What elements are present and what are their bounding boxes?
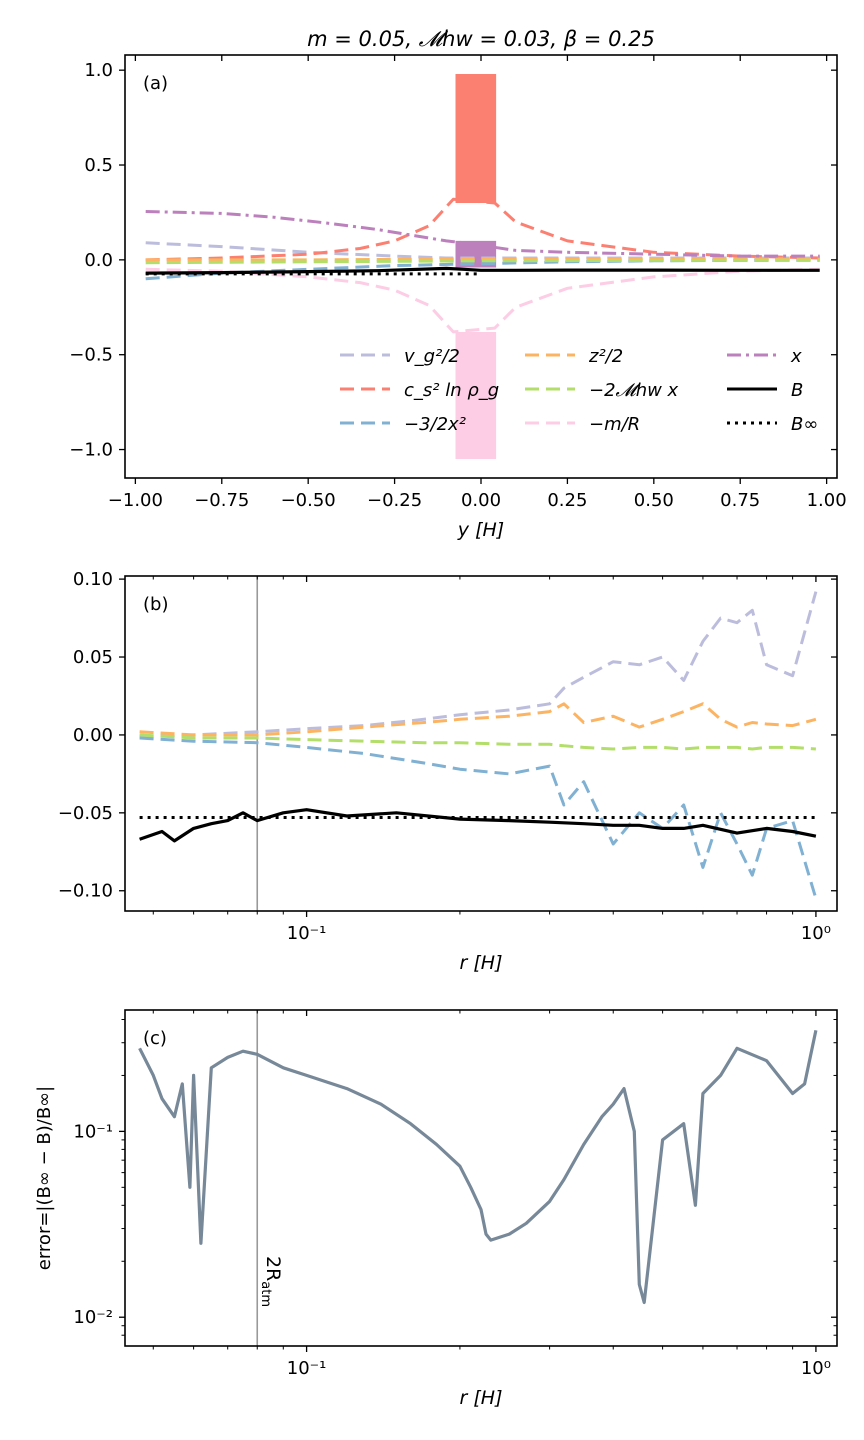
series-line-7 [145, 266, 820, 275]
x-tick-label: 0.00 [461, 490, 501, 511]
panel-label: (c) [143, 1028, 167, 1049]
legend-label: v_g²/2 [404, 346, 460, 367]
legend-label: B∞ [791, 414, 818, 435]
axes-frame [124, 575, 838, 912]
panel-b: 10⁻¹ 10⁰ −0.10 −0.05 0.00 0.05 0.10 (b) r [H] [58, 569, 838, 974]
x-tick-label: 10⁻¹ [287, 923, 327, 944]
x-tick-label: 0.25 [547, 490, 587, 511]
reference-line-label-sub: atm [258, 1281, 273, 1307]
x-axis-label: r [H] [460, 1387, 503, 1409]
x-tick-label: 10⁻¹ [287, 1358, 327, 1379]
series-line-0 [138, 1029, 818, 1305]
panel-label: (b) [143, 594, 168, 615]
series-line-4 [145, 258, 820, 265]
y-tick-label: −1.0 [69, 440, 113, 461]
spike-band [455, 73, 497, 203]
x-tick-label: 0.75 [720, 490, 760, 511]
series-line-1 [145, 197, 820, 262]
y-tick-label: 0.00 [73, 725, 113, 746]
legend-label: −3/2x² [404, 414, 466, 435]
y-tick-label: 0.05 [73, 647, 113, 668]
legend-label: −2𝓜hw x [589, 380, 679, 401]
panel-c: 2Ratm 10⁻¹ 10⁰ 10⁻² 10⁻¹ (c) r [H] error=|(B∞ −… [34, 1009, 838, 1409]
y-tick-label: −0.10 [58, 881, 113, 902]
spike-band [455, 331, 497, 460]
x-axis-label: y [H] [457, 519, 504, 541]
x-tick-label: 10⁰ [801, 923, 831, 944]
x-tick-label: −1.00 [108, 490, 163, 511]
legend-label: z²/2 [588, 346, 623, 367]
y-tick-label: 10⁻¹ [73, 1121, 113, 1142]
y-tick-label: 0.0 [84, 250, 113, 271]
plot-area-c [138, 1010, 818, 1346]
x-tick-label: −0.25 [367, 490, 422, 511]
plot-area-b [139, 576, 818, 911]
chart-title: m = 0.05, 𝓜hw = 0.03, β = 0.25 [307, 27, 655, 51]
axes-frame [124, 1009, 838, 1347]
series-line-6 [145, 210, 820, 258]
series-line-3 [145, 257, 820, 262]
panel-a: −1.00 −0.75 −0.50 −0.25 0.00 0.25 0.50 0.75 1.00… [69, 27, 846, 541]
spike-band [455, 240, 497, 268]
x-axis-label: r [H] [460, 952, 503, 974]
x-tick-label: 0.50 [634, 490, 674, 511]
plot-area-a [145, 73, 820, 460]
x-tick-label: 1.00 [807, 490, 847, 511]
legend-label: B [791, 380, 803, 401]
series-line-1 [139, 702, 817, 737]
y-tick-label: 10⁻² [73, 1307, 113, 1328]
series-line-2 [139, 733, 817, 751]
y-axis-label: error=|(B∞ − B)/B∞| [34, 1086, 55, 1270]
x-tick-label: 10⁰ [801, 1358, 831, 1379]
legend-label: x [790, 346, 802, 367]
x-tick-label: −0.50 [281, 490, 336, 511]
y-tick-label: 1.0 [84, 60, 113, 81]
series-line-5 [145, 267, 820, 334]
reference-line-label: 2Ratm [258, 1256, 284, 1307]
y-tick-label: 0.10 [73, 569, 113, 590]
legend-label: c_s² ln ρ_g [404, 380, 499, 401]
x-tick-label: −0.75 [194, 490, 249, 511]
y-tick-label: −0.5 [69, 345, 113, 366]
series-line-3 [139, 736, 818, 899]
legend-label: −m/R [589, 414, 640, 435]
series-line-0 [139, 591, 818, 738]
series-line-4 [139, 808, 817, 843]
panel-label: (a) [143, 73, 168, 94]
y-tick-label: −0.05 [58, 803, 113, 824]
y-tick-label: 0.5 [84, 155, 113, 176]
